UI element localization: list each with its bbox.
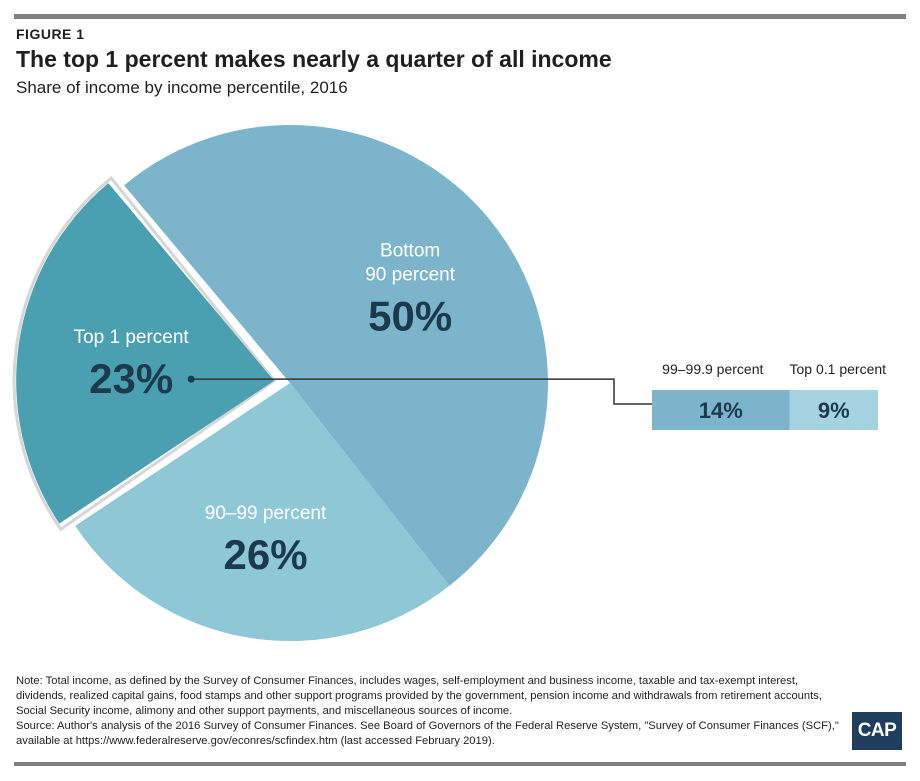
slice-label-bottom-90-percent-line2: 90 percent (365, 264, 456, 285)
slice-value-90-99-percent: 26% (224, 531, 308, 578)
breakdown-value-99-99-9-percent: 14% (699, 398, 743, 423)
figure-label: FIGURE 1 (16, 26, 85, 42)
top-rule (14, 14, 906, 19)
breakdown-bar-top-0-1-percent (789, 390, 878, 430)
cap-logo: CAP (852, 712, 902, 750)
breakdown-label-top-0-1-percent: Top 0.1 percent (790, 361, 887, 377)
source-text: Source: Author's analysis of the 2016 Su… (16, 720, 839, 747)
bottom-rule (14, 762, 906, 766)
breakdown-connector (191, 378, 652, 405)
chart-title: The top 1 percent makes nearly a quarter… (16, 46, 612, 72)
pie-slice-90-99-percent (75, 383, 450, 641)
breakdown-label-99-99-9-percent: 99–99.9 percent (662, 361, 763, 377)
pie-slice-top-1-percent (16, 183, 275, 524)
note-text: Note: Total income, as defined by the Su… (16, 675, 822, 717)
slice-label-90-99-percent: 90–99 percent (205, 503, 327, 524)
slice-value-top-1-percent: 23% (89, 355, 173, 402)
slice-value-bottom-90-percent: 50% (368, 292, 452, 339)
chart-subtitle: Share of income by income percentile, 20… (16, 78, 348, 97)
breakdown-bar-99-99-9-percent (652, 390, 790, 430)
pie-slice-bottom-90-percent (124, 125, 548, 586)
breakdown-value-top-0-1-percent: 9% (818, 398, 850, 423)
chart-note: Note: Total income, as defined by the Su… (16, 674, 846, 749)
slice-label-top-1-percent: Top 1 percent (74, 327, 190, 348)
breakdown-connector-dot (187, 375, 195, 383)
slice-label-bottom-90-percent-line1: Bottom (380, 240, 440, 261)
